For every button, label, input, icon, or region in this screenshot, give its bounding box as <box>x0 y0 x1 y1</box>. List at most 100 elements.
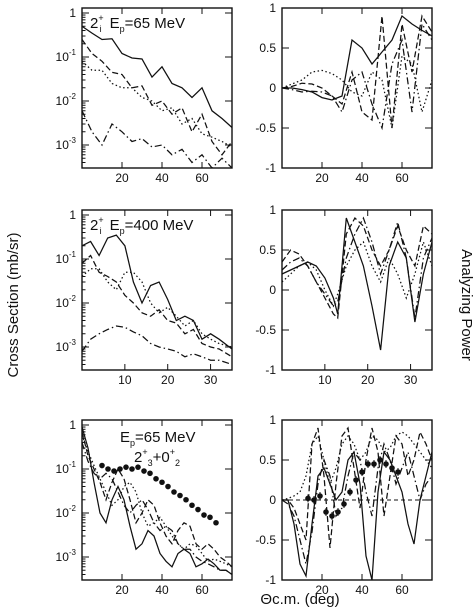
y-tick-label: 0 <box>269 283 276 297</box>
x-tick-label: 60 <box>395 171 409 185</box>
panel-middle-right: 10 20 30 1 0.5 0 -0.5 -1 <box>255 203 433 387</box>
series-line-dashed <box>282 216 432 320</box>
series-line-dashed <box>82 254 232 358</box>
y-tick-label: -0.5 <box>255 121 276 135</box>
data-point <box>147 470 153 477</box>
y-tick-label: 10-2 <box>56 504 77 520</box>
y-tick-label: -1 <box>265 363 276 377</box>
y-tick-label: -1 <box>265 161 276 175</box>
svg-text:2+iEp=400 MeV: 2+ i Ep=400 MeV <box>90 215 193 236</box>
data-point <box>383 461 389 467</box>
x-tick-label: 40 <box>355 583 369 597</box>
y-tick-label: 10-1 <box>56 460 77 476</box>
series-line-solid <box>282 14 432 101</box>
x-tick-label: 20 <box>361 373 375 387</box>
series-line-dotted <box>82 60 232 148</box>
series-group <box>282 216 432 351</box>
data-point <box>347 489 353 495</box>
svg-text:2+3+0+2: 2+3+0+2 <box>134 447 180 468</box>
x-tick-label: 40 <box>155 171 169 185</box>
series-line-dotted <box>82 434 232 568</box>
data-point <box>135 464 141 470</box>
series-group <box>82 25 232 168</box>
ylabel-right: Analyzing Power <box>458 249 474 361</box>
y-tick-label: 10-3 <box>56 548 77 564</box>
data-point <box>213 519 219 526</box>
y-tick-label: 0.5 <box>259 243 276 257</box>
x-tick-label: 20 <box>315 171 329 185</box>
series-line-dashdot <box>82 325 232 366</box>
series-line-solid <box>82 426 232 576</box>
data-point <box>123 464 129 470</box>
series-line-dashdot <box>82 110 232 168</box>
y-tick-label: 10-2 <box>56 294 77 310</box>
series-line-dashed <box>282 14 432 129</box>
series-group <box>82 234 232 366</box>
data-point <box>305 495 311 502</box>
data-point <box>323 509 329 515</box>
y-tick-label: 0 <box>269 81 276 95</box>
x-tick-label: 60 <box>395 583 409 597</box>
x-tick-label: 40 <box>355 171 369 185</box>
data-point <box>117 466 123 472</box>
series-line-dashdot <box>282 441 432 565</box>
series-line-dotted <box>282 431 432 501</box>
data-point <box>377 457 383 463</box>
plot-frame <box>281 7 433 169</box>
data-point <box>317 493 323 499</box>
data-point <box>141 468 147 474</box>
y-tick-label: -0.5 <box>255 323 276 337</box>
svg-text:2+iEp=65 MeV: 2+ i Ep=65 MeV <box>90 13 185 34</box>
series-line-dotted <box>282 239 432 308</box>
x-tick-label: 40 <box>155 583 169 597</box>
x-tick-label: 20 <box>115 583 129 597</box>
series-line-dotted <box>282 54 432 129</box>
panel-top-left: 20 40 60 1 10-1 10-2 10-3 2+ i Ep=65 MeV <box>56 6 233 185</box>
y-tick-label: 1 <box>69 208 76 222</box>
y-tick-label: 10-1 <box>56 48 77 64</box>
series-line-solid <box>282 450 432 580</box>
series-line-dashdot <box>82 442 232 576</box>
series-line-solid <box>82 25 232 128</box>
series-line-dashed <box>82 431 232 568</box>
data-point <box>183 496 189 503</box>
x-tick-label: 60 <box>195 171 209 185</box>
data-point <box>189 502 195 509</box>
series-line-dotted <box>82 268 232 348</box>
panel-label: 2+ i Ep=65 MeV <box>90 13 185 34</box>
data-point <box>105 466 111 472</box>
svg-text:Ep=65 MeV: Ep=65 MeV <box>120 429 196 448</box>
series-line-dashdot <box>282 216 432 319</box>
x-tick-label: 20 <box>161 373 175 387</box>
data-point <box>359 469 365 475</box>
series-line-dashed <box>282 426 432 549</box>
data-point <box>365 461 371 467</box>
y-tick-label: 1 <box>269 1 276 15</box>
x-tick-label: 20 <box>315 583 329 597</box>
y-tick-label: 0.5 <box>259 41 276 55</box>
panel-top-right: 20 40 60 1 0.5 0 -0.5 -1 <box>255 1 433 185</box>
plot-frame <box>81 7 233 169</box>
y-tick-label: 0.5 <box>259 453 276 467</box>
data-point <box>159 479 165 486</box>
x-tick-label: 20 <box>115 171 129 185</box>
data-point <box>341 501 347 507</box>
x-tick-label: 30 <box>204 373 218 387</box>
data-point <box>99 462 105 469</box>
data-point <box>165 483 171 490</box>
x-tick-label: 10 <box>318 373 332 387</box>
panel-middle-left: 10 20 30 1 10-1 10-2 10-3 2+ i Ep=400 MeV <box>56 208 233 387</box>
series-group <box>82 426 232 576</box>
data-point <box>201 512 207 518</box>
xlabel: Θc.m. (deg) <box>260 591 339 608</box>
y-tick-label: 10-1 <box>56 250 77 266</box>
data-point <box>329 513 335 519</box>
y-tick-label: -1 <box>265 573 276 587</box>
series-group <box>282 14 432 131</box>
y-tick-label: 1 <box>269 413 276 427</box>
data-point <box>311 497 317 503</box>
data-point <box>389 465 395 471</box>
